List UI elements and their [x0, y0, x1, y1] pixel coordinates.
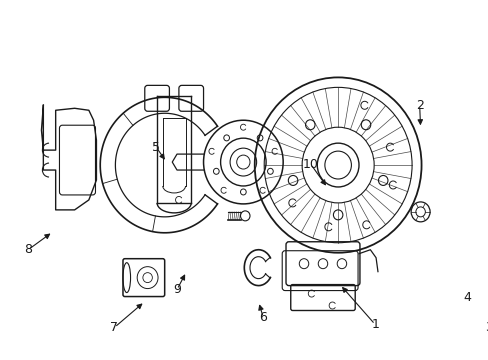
Text: 1: 1 [370, 318, 378, 331]
Text: 6: 6 [259, 311, 266, 324]
Text: 4: 4 [462, 291, 470, 304]
Text: 7: 7 [110, 321, 118, 334]
Text: 5: 5 [152, 141, 160, 154]
Text: 8: 8 [24, 243, 32, 256]
Text: 2: 2 [415, 99, 423, 112]
Text: 9: 9 [173, 283, 181, 296]
Text: 3: 3 [484, 321, 488, 334]
Text: 10: 10 [302, 158, 318, 171]
